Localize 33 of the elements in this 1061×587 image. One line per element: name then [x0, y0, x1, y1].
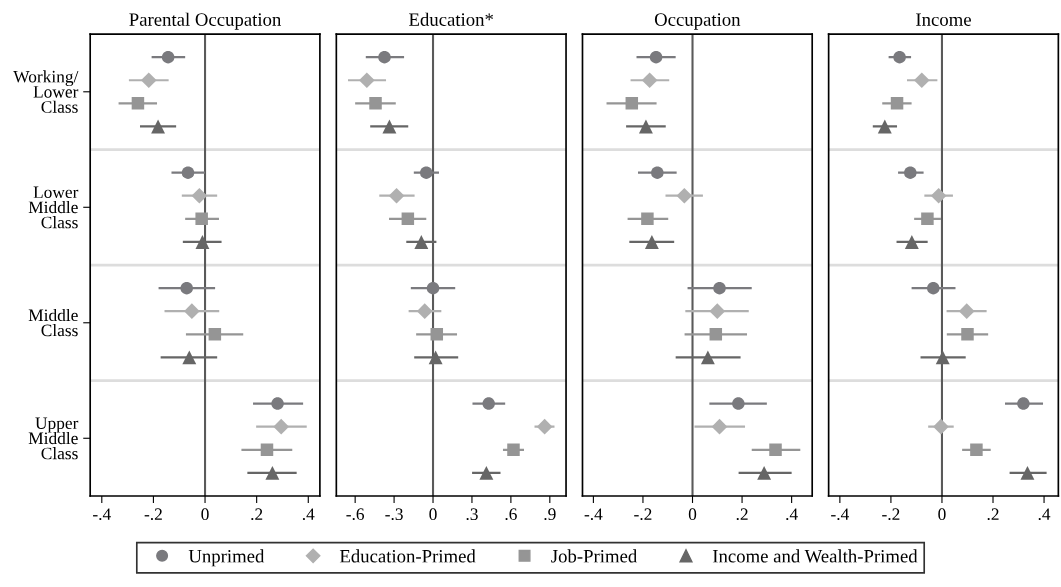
x-tick-label: -.2	[144, 508, 162, 521]
y-tick-label: Upper Middle Class	[28, 417, 79, 460]
x-tick-label: -.3	[385, 508, 403, 521]
x-tick-label: 0	[429, 508, 437, 521]
x-tick-label: .9	[544, 508, 556, 521]
x-tick-label: .2	[251, 508, 263, 521]
x-tick-label: -.2	[634, 508, 652, 521]
x-tick-label: -.4	[831, 508, 849, 521]
legend-label: Income and Wealth-Primed	[712, 549, 918, 563]
x-tick-label: 0	[688, 508, 697, 521]
legend-label: Unprimed	[188, 549, 265, 567]
x-tick-label: .6	[505, 508, 517, 521]
x-tick-label: .2	[987, 508, 999, 521]
legend-label: Education-Primed	[339, 549, 476, 563]
x-tick-label: .3	[466, 508, 478, 521]
x-tick-label: .4	[302, 508, 315, 521]
y-tick-label: Middle Class	[28, 308, 78, 337]
x-tick-label: .4	[1038, 508, 1051, 521]
x-tick-label: -.2	[882, 508, 900, 521]
x-tick-label: 0	[201, 508, 209, 521]
x-tick-label: -.4	[93, 508, 111, 521]
chart-title: Education*	[409, 12, 493, 26]
y-tick-label: Working/ Lower Class	[13, 70, 79, 113]
chart-title: Parental Occupation	[129, 12, 282, 30]
x-tick-label: .4	[786, 508, 798, 521]
x-tick-label: -.4	[584, 508, 603, 521]
chart-title: Income	[916, 13, 971, 26]
x-tick-label: -.6	[346, 508, 365, 521]
legend-label: Job-Primed	[551, 549, 638, 563]
x-tick-label: .2	[736, 508, 748, 521]
x-tick-label: 0	[938, 508, 946, 521]
chart-title: Occupation	[654, 13, 741, 30]
y-tick-label: Lower Middle Class	[28, 186, 79, 229]
